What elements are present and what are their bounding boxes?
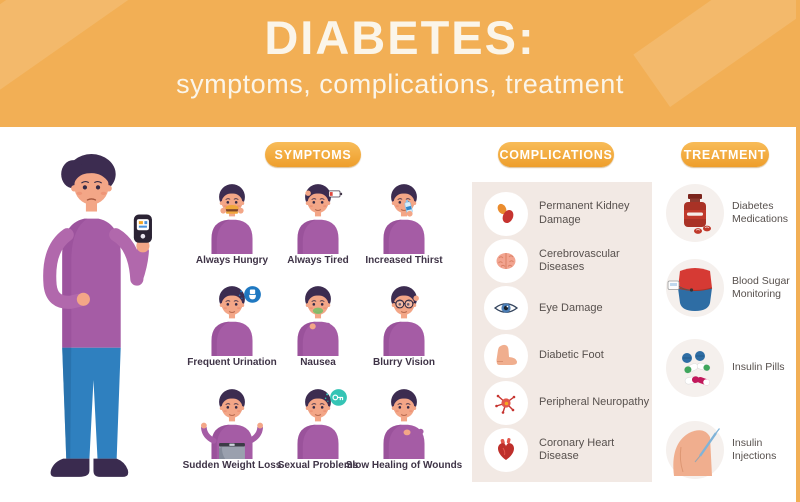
complication-cerebrovascular: Cerebrovascular Diseases: [484, 238, 652, 283]
banner: DIABETES: symptoms, complications, treat…: [0, 0, 800, 127]
complication-coronary-heart: Coronary Heart Disease: [484, 428, 652, 473]
toilet-badge-icon: [211, 285, 261, 356]
symptom-increased-thirst: Increased Thirst: [361, 173, 447, 266]
main-character-illustration: [18, 150, 175, 498]
symptom-label: Nausea: [300, 357, 336, 368]
treatment-label: Diabetes Medications: [732, 199, 789, 225]
kidney-icon: [484, 191, 528, 236]
foot-icon: [484, 333, 528, 378]
treatment-blood-sugar-monitoring: Blood Sugar Monitoring: [666, 259, 794, 317]
symptom-label: Always Tired: [287, 255, 349, 266]
key-badge-icon: [297, 388, 347, 459]
loose-pants-icon: [200, 388, 264, 459]
treatment-insulin-pills: Insulin Pills: [666, 339, 794, 397]
burger-icon: [211, 183, 253, 254]
complication-label: Eye Damage: [539, 301, 603, 314]
pills-icon: [666, 339, 724, 397]
complication-kidney-damage: Permanent Kidney Damage: [484, 191, 652, 236]
hand-on-chest-icon: [383, 388, 425, 459]
treatment-section-header: TREATMENT: [681, 142, 769, 167]
symptom-frequent-urination: Frequent Urination: [187, 266, 277, 368]
page-subtitle: symptoms, complications, treatment: [176, 69, 624, 99]
symptom-nausea: Nausea: [275, 266, 361, 368]
symptom-label: Always Hungry: [195, 255, 269, 266]
complication-peripheral-neuropathy: Peripheral Neuropathy: [484, 380, 652, 425]
symptom-slow-healing: Slow Healing of Wounds: [346, 368, 462, 471]
treatment-insulin-injections: Insulin Injections: [666, 421, 794, 479]
complication-label: Permanent Kidney Damage: [539, 200, 630, 226]
symptoms-section-header: SYMPTOMS: [265, 142, 361, 167]
symptom-label: Blurry Vision: [372, 357, 436, 368]
medicine-bottle-icon: [666, 184, 724, 242]
right-border-strip: [796, 0, 800, 502]
complication-diabetic-foot: Diabetic Foot: [484, 333, 652, 378]
nausea-face-icon: [297, 285, 339, 356]
glasses-icon: [383, 285, 425, 356]
complications-panel: Permanent Kidney Damage Cerebrovascular …: [472, 182, 652, 482]
water-bottle-icon: [383, 183, 425, 254]
symptom-always-hungry: Always Hungry: [189, 173, 275, 266]
glucose-monitor-body-icon: [666, 259, 724, 317]
complications-section-header: COMPLICATIONS: [498, 142, 614, 167]
complication-label: Diabetic Foot: [539, 349, 604, 362]
symptom-sexual-problems: Sexual Problems: [275, 368, 361, 471]
symptom-label: Sudden Weight Loss: [182, 460, 282, 471]
symptom-blurry-vision: Blurry Vision: [361, 266, 447, 368]
treatment-medications: Diabetes Medications: [666, 184, 794, 242]
symptom-label: Slow Healing of Wounds: [345, 460, 463, 471]
glucose-meter-icon: [133, 214, 152, 243]
complication-label: Coronary Heart Disease: [539, 437, 615, 463]
heart-icon: [484, 428, 528, 473]
symptom-label: Frequent Urination: [187, 357, 277, 368]
page-title: DIABETES:: [264, 11, 536, 64]
man-with-glucose-meter-icon: [43, 154, 152, 477]
symptoms-grid: Always Hungry Always Tired: [183, 173, 462, 471]
treatment-label: Insulin Pills: [732, 361, 785, 374]
syringe-arm-icon: [666, 421, 724, 479]
symptom-sudden-weight-loss: Sudden Weight Loss: [183, 368, 281, 471]
neuron-icon: [484, 380, 528, 425]
symptom-always-tired: Always Tired: [275, 173, 361, 266]
symptom-label: Sexual Problems: [277, 460, 359, 471]
treatment-column: Diabetes Medications Blood Sugar Monitor…: [666, 180, 798, 492]
treatment-label: Blood Sugar Monitoring: [732, 274, 790, 300]
eye-icon: [484, 286, 528, 331]
complication-label: Cerebrovascular Diseases: [539, 247, 620, 273]
low-battery-icon: [297, 183, 343, 254]
treatment-label: Insulin Injections: [732, 436, 777, 462]
symptom-label: Increased Thirst: [365, 255, 443, 266]
brain-icon: [484, 238, 528, 283]
complication-eye-damage: Eye Damage: [484, 286, 652, 331]
complication-label: Peripheral Neuropathy: [539, 396, 650, 409]
